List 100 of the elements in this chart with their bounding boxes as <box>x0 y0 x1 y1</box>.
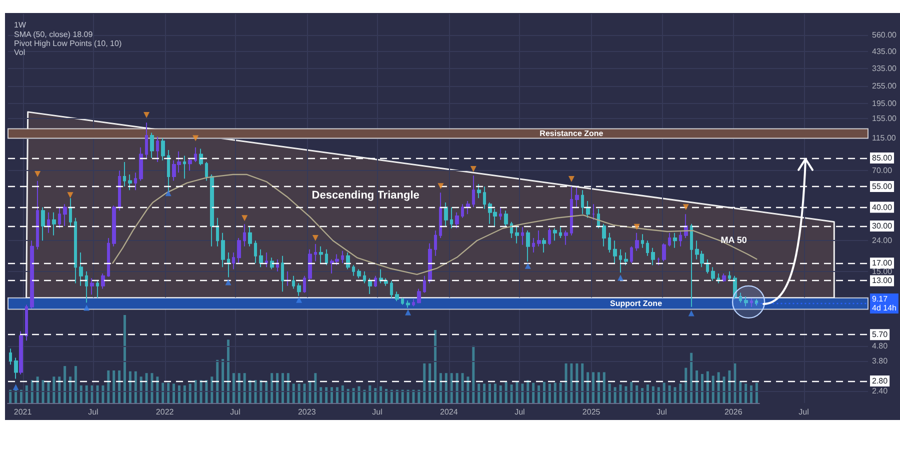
bar <box>298 384 300 403</box>
bar <box>64 366 66 403</box>
candlestick <box>150 132 154 158</box>
ref-line-label: 13.00 <box>872 276 893 286</box>
candlestick <box>248 226 252 247</box>
bar <box>140 376 142 403</box>
bar <box>325 387 328 403</box>
bar <box>69 376 72 403</box>
candlestick <box>472 175 475 208</box>
bar <box>755 382 758 403</box>
candlestick <box>575 187 579 208</box>
bar <box>619 384 622 403</box>
candlestick <box>521 226 524 246</box>
candlestick <box>199 148 203 166</box>
bar <box>194 380 197 403</box>
candlestick <box>79 252 83 286</box>
bar <box>608 384 611 403</box>
y-tick-label: 24.00 <box>872 236 893 246</box>
bar <box>25 385 28 403</box>
candlestick <box>156 136 159 162</box>
candlestick <box>341 250 344 264</box>
bar <box>183 385 186 403</box>
bar <box>652 386 654 403</box>
bar <box>47 381 50 403</box>
candlestick <box>259 248 263 268</box>
candlestick <box>466 200 470 215</box>
candlestick <box>602 223 606 247</box>
candlestick <box>755 298 758 306</box>
candlestick <box>662 242 666 262</box>
candlestick <box>63 204 67 227</box>
series-label: MA 50 <box>720 235 747 246</box>
candlestick <box>325 248 328 266</box>
point <box>296 296 302 303</box>
point <box>225 279 232 286</box>
bar <box>602 372 606 403</box>
candlestick <box>188 158 192 172</box>
y-tick-label: 155.00 <box>872 114 898 124</box>
candlestick <box>499 206 502 220</box>
candlestick <box>423 275 426 294</box>
candlestick <box>722 273 726 282</box>
bar <box>614 387 616 403</box>
bar <box>461 373 464 403</box>
x-tick-label: Jul <box>514 408 526 416</box>
bar <box>521 384 524 403</box>
point <box>67 192 74 198</box>
candlestick <box>237 237 241 264</box>
bar <box>270 373 274 403</box>
bar <box>690 352 693 403</box>
candlestick <box>581 190 584 215</box>
bar <box>123 315 126 403</box>
band-label: Resistance Zone <box>540 128 604 138</box>
bar <box>248 380 252 403</box>
candlestick <box>706 258 709 274</box>
bar <box>401 390 404 403</box>
bar <box>450 373 453 403</box>
candlestick <box>586 200 590 218</box>
bar <box>265 381 268 403</box>
bar <box>717 372 720 403</box>
candlestick <box>668 232 671 247</box>
bar <box>423 363 426 403</box>
bar <box>499 385 502 403</box>
candlestick <box>477 184 481 199</box>
bar <box>396 390 398 403</box>
candlestick <box>444 202 448 227</box>
candlestick <box>651 247 655 266</box>
bar <box>205 380 208 403</box>
bar <box>286 373 290 403</box>
candlestick <box>417 288 421 304</box>
bar <box>85 385 88 403</box>
candlestick <box>613 240 617 264</box>
candlestick <box>750 298 753 308</box>
bar <box>156 376 159 403</box>
bar <box>630 382 633 403</box>
bar <box>227 340 230 403</box>
bar <box>532 382 535 403</box>
candlestick <box>570 186 573 236</box>
x-tick-label: Jul <box>798 408 810 416</box>
candlestick <box>597 208 600 229</box>
candlestick <box>592 204 595 220</box>
bar <box>9 390 12 403</box>
bar <box>336 387 338 403</box>
bar <box>636 385 638 403</box>
y-tick-label: 255.00 <box>872 82 898 91</box>
candlestick <box>368 278 372 295</box>
candlestick <box>90 278 94 296</box>
bar <box>188 384 192 403</box>
candlestick <box>608 232 611 254</box>
bar <box>314 373 317 403</box>
bar <box>444 373 448 403</box>
candlestick <box>657 257 660 266</box>
bar <box>624 386 628 403</box>
candlestick <box>52 212 56 236</box>
point <box>682 204 689 210</box>
bar <box>102 385 104 403</box>
bar <box>559 382 562 403</box>
bar <box>276 373 279 403</box>
bar <box>439 373 442 403</box>
candlestick <box>74 217 77 284</box>
candlestick <box>357 268 361 279</box>
candlestick <box>227 252 230 278</box>
